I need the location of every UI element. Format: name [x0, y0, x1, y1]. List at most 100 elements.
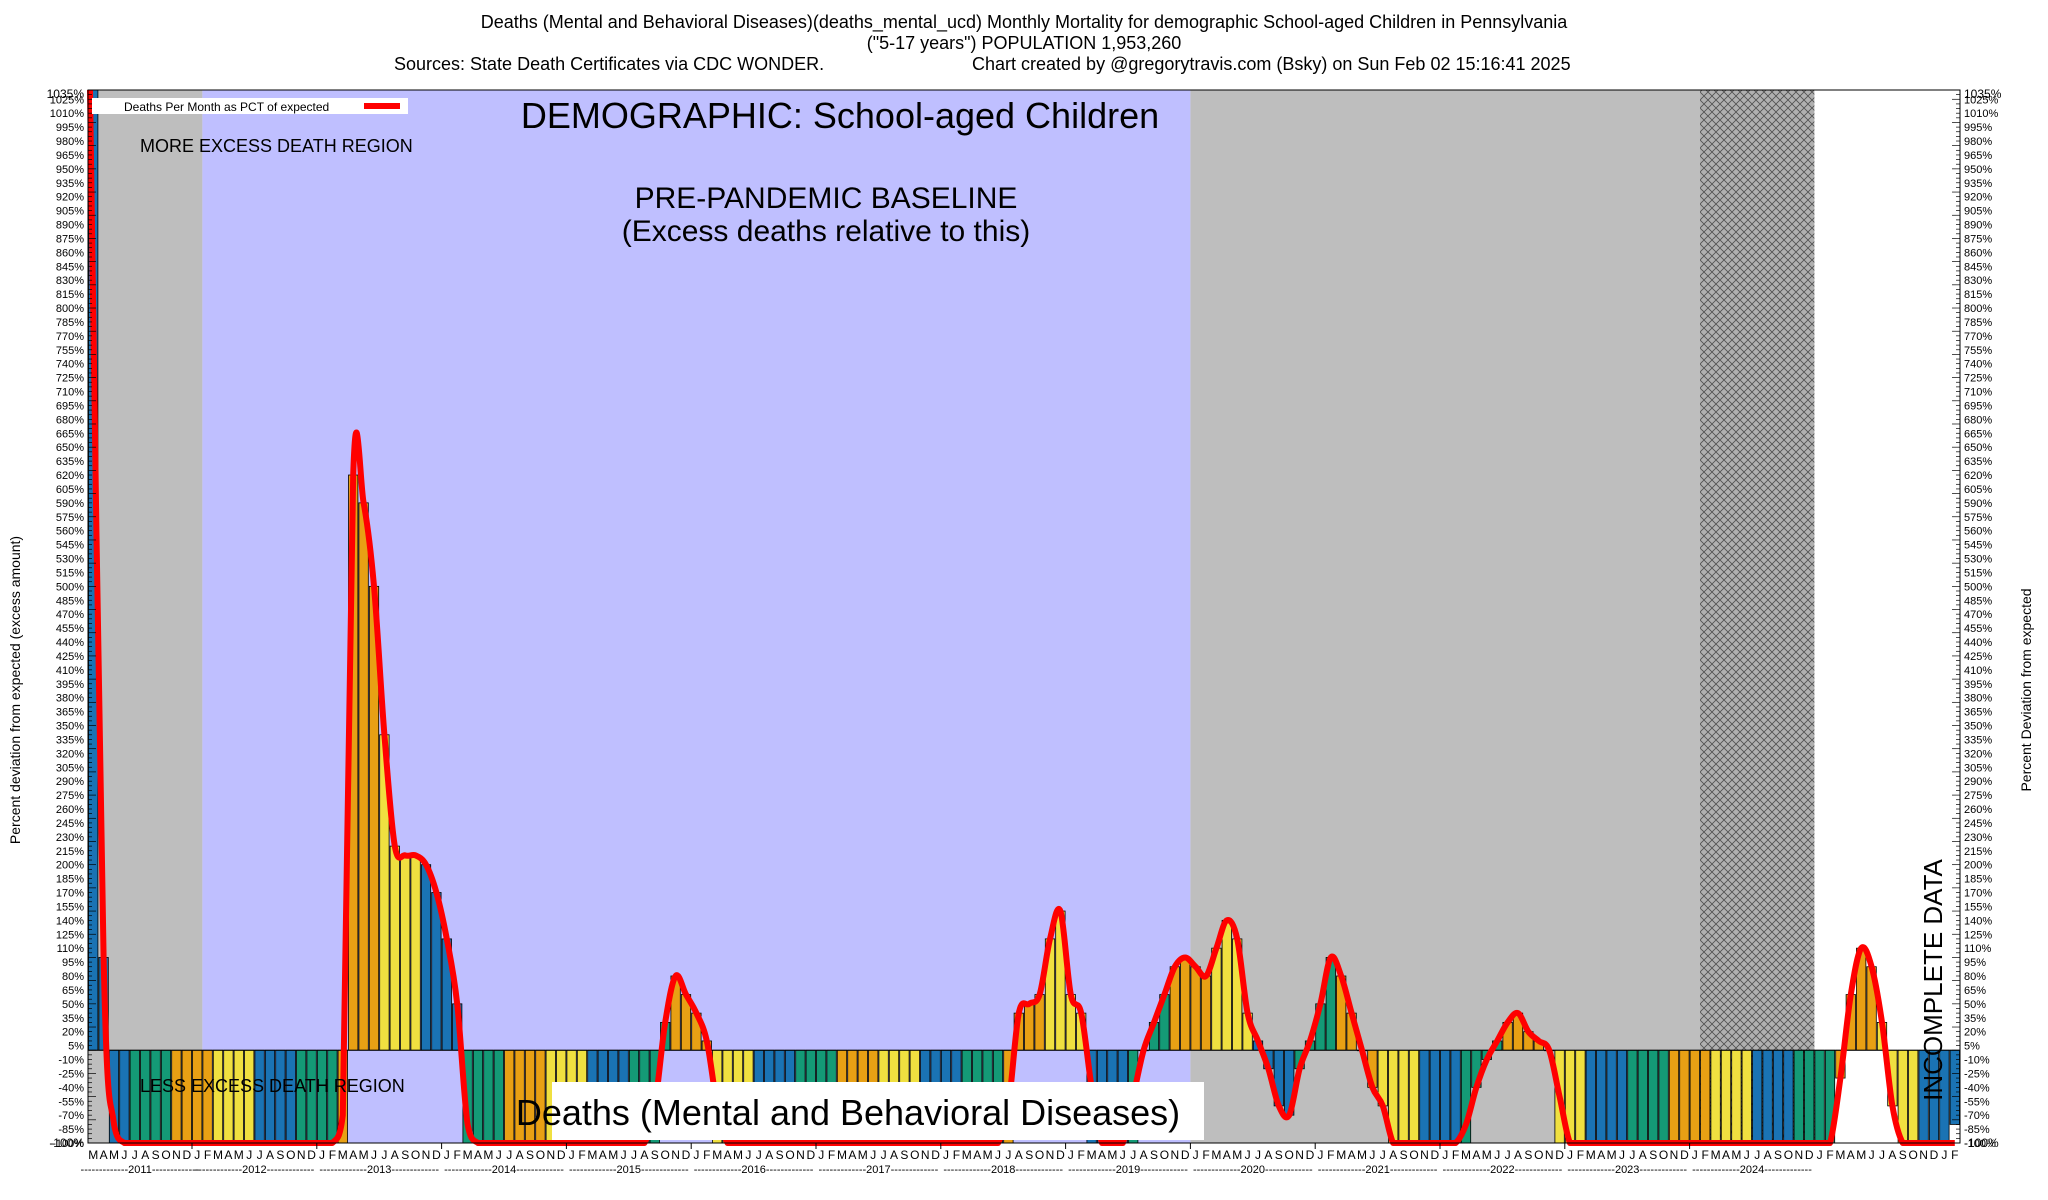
x-tick-label-month: D [1306, 1148, 1315, 1162]
bar-7 [160, 1049, 172, 1144]
chart-title-line2: ("5-17 years") POPULATION 1,953,260 [866, 33, 1182, 53]
bar-40 [504, 1049, 515, 1144]
bar-148 [1627, 1049, 1638, 1144]
bar-159 [1741, 1049, 1752, 1144]
y-tick-label-right: 155% [1964, 901, 1992, 913]
x-tick-label-month: D [1805, 1148, 1814, 1162]
x-tick-label-month: J [881, 1148, 887, 1162]
x-tick-label-month: N [921, 1148, 930, 1162]
y-tick-label-left: 245% [56, 818, 84, 830]
x-tick-label-month: M [1607, 1148, 1617, 1162]
x-tick-label-month: S [900, 1148, 908, 1162]
x-tick-label-month: F [1078, 1148, 1085, 1162]
x-tick-label-month: J [1068, 1148, 1074, 1162]
x-tick-label-month: N [422, 1148, 431, 1162]
x-tick-label-month: O [1659, 1148, 1668, 1162]
y-tick-label-right: 470% [1964, 609, 1992, 621]
x-tick-label-month: F [1327, 1148, 1334, 1162]
y-tick-label-right: 200% [1964, 860, 1992, 872]
x-tick-label-month: O [661, 1148, 670, 1162]
legend-label: Deaths Per Month as PCT of expected [124, 100, 329, 114]
y-tick-label-right: 365% [1964, 707, 1992, 719]
x-tick-label-month: O [1534, 1148, 1543, 1162]
x-tick-label-month: J [1619, 1148, 1625, 1162]
bar-175 [1908, 1049, 1919, 1144]
y-tick-label-right: 35% [1964, 1013, 1986, 1025]
y-tick-label-left: 170% [56, 888, 84, 900]
x-tick-label-month: O [286, 1148, 295, 1162]
bar-16 [254, 1049, 265, 1144]
y-tick-label-right: 245% [1964, 818, 1992, 830]
x-tick-label-month: M [483, 1148, 493, 1162]
y-tick-label-right: 335% [1964, 734, 1992, 746]
x-tick-label-month: N [1170, 1148, 1179, 1162]
x-tick-label-month: J [569, 1148, 575, 1162]
x-tick-label-month: M [1731, 1148, 1741, 1162]
y-tick-label-right: 605% [1964, 484, 1992, 496]
bar-5 [140, 1049, 151, 1144]
y-tick-label-right: -55% [1964, 1096, 1990, 1108]
x-tick-label-month: J [1245, 1148, 1251, 1162]
region-incomplete-3 [1700, 90, 1815, 1143]
bar-158 [1731, 1049, 1742, 1144]
x-tick-label-month: O [1784, 1148, 1793, 1162]
more-excess-label: MORE EXCESS DEATH REGION [140, 136, 413, 156]
y-tick-label-right: 665% [1964, 428, 1992, 440]
y-tick-label-right: 560% [1964, 526, 1992, 538]
x-tick-label-month: A [266, 1148, 274, 1162]
bar-149 [1637, 1049, 1648, 1144]
y-tick-label-right: 995% [1964, 122, 1992, 134]
y-tick-label-right: 440% [1964, 637, 1992, 649]
y-tick-label-right: 185% [1964, 874, 1992, 886]
bar-128 [1419, 1049, 1430, 1144]
x-tick-label-month: F [1826, 1148, 1833, 1162]
bar-3 [119, 1049, 130, 1144]
x-tick-label-month: M [1357, 1148, 1367, 1162]
y-tick-label-left: 755% [56, 345, 84, 357]
x-tick-label-month: M [88, 1148, 98, 1162]
x-tick-label-month: D [931, 1148, 940, 1162]
x-tick-label-month: A [1597, 1148, 1605, 1162]
x-tick-label-month: A [973, 1148, 981, 1162]
less-excess-label: LESS EXCESS DEATH REGION [140, 1076, 405, 1096]
x-tick-label-year: -------------2023------------- [1567, 1164, 1687, 1176]
y-tick-label-right: 965% [1964, 150, 1992, 162]
x-tick-label-month: A [1140, 1148, 1148, 1162]
bar-162 [1772, 1049, 1784, 1144]
y-tick-label-left: 890% [56, 220, 84, 232]
x-tick-label-month: M [213, 1148, 223, 1162]
x-tick-label-month: O [1409, 1148, 1418, 1162]
bar-157 [1720, 1049, 1732, 1144]
y-tick-label-left: 770% [56, 331, 84, 343]
y-tick-label-right: 770% [1964, 331, 1992, 343]
bar-11 [202, 1049, 213, 1144]
bar-107 [1200, 975, 1212, 1051]
y-tick-label-left: 215% [56, 846, 84, 858]
x-tick-label-month: S [651, 1148, 659, 1162]
baseline-subtitle: (Excess deaths relative to this) [622, 215, 1031, 248]
y-tick-label-right: 110% [1964, 943, 1992, 955]
plot-frame [87, 89, 1961, 1144]
y-tick-label-left: 845% [56, 261, 84, 273]
bar-106 [1190, 966, 1201, 1051]
y-tick-label-right: 980% [1964, 136, 1992, 148]
x-tick-label-year: -------------2012------------- [195, 1164, 315, 1176]
y-tick-label-right: 260% [1964, 804, 1992, 816]
bar-126 [1398, 1049, 1409, 1144]
x-tick-label-month: D [307, 1148, 316, 1162]
x-tick-label-month: M [1835, 1148, 1845, 1162]
x-tick-label-year: -------------2022------------- [1443, 1164, 1563, 1176]
x-tick-label-month: J [246, 1148, 252, 1162]
y-tick-label-left: 905% [56, 206, 84, 218]
x-tick-label-month: N [1670, 1148, 1679, 1162]
y-tick-label-left: 620% [56, 470, 84, 482]
x-tick-label-month: J [1629, 1148, 1635, 1162]
bar-18 [275, 1049, 286, 1144]
x-tick-label-month: J [121, 1148, 127, 1162]
x-tick-label-month: A [1223, 1148, 1231, 1162]
y-tick-label-left: 575% [56, 512, 84, 524]
y-tick-label-left: 1025% [50, 94, 84, 106]
x-tick-label-month: J [1505, 1148, 1511, 1162]
y-tick-label-left: -70% [58, 1110, 84, 1122]
y-tick-label-right: 800% [1964, 303, 1992, 315]
